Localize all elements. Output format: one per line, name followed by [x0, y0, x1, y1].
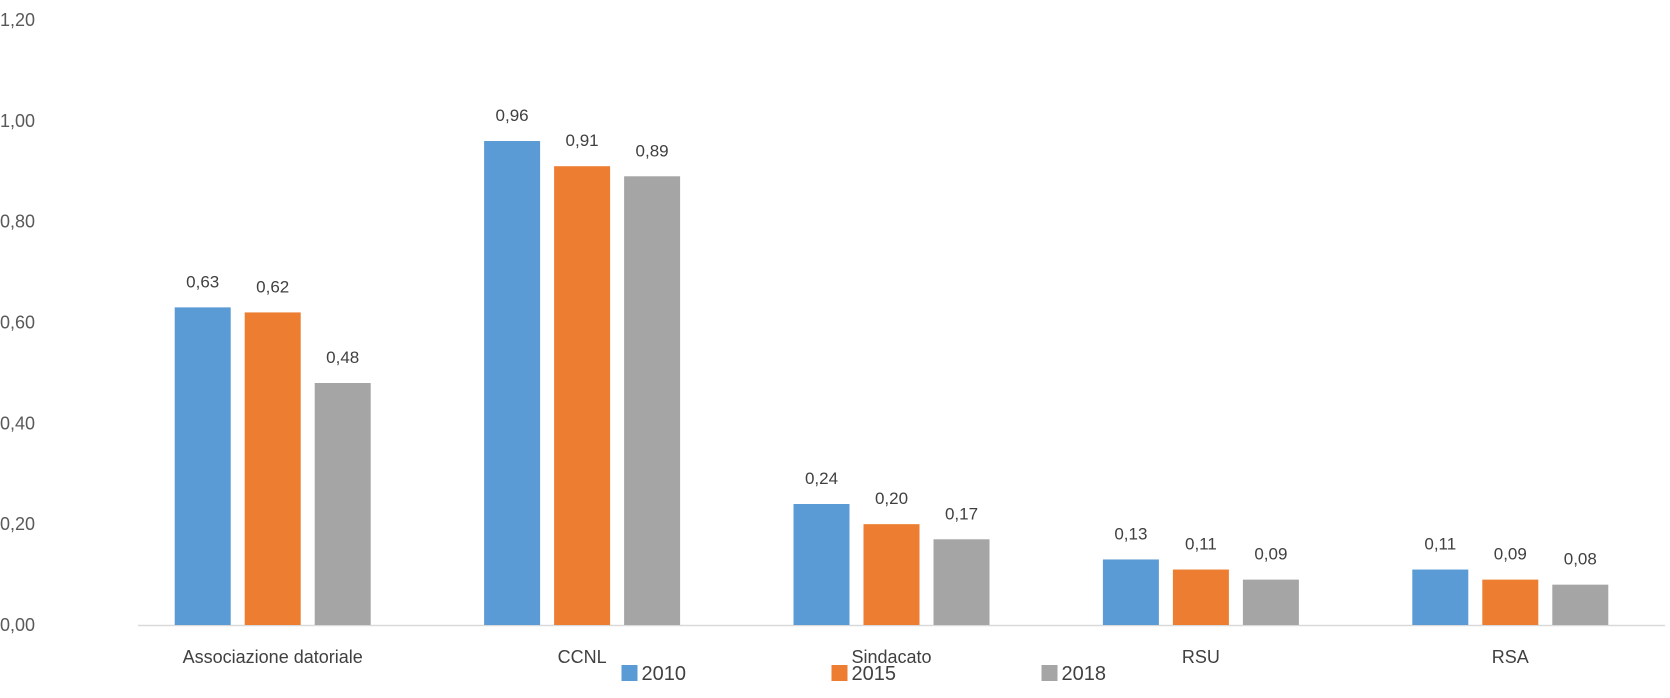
data-label: 0,09 — [1254, 545, 1287, 564]
bar-2018 — [933, 539, 990, 625]
category-label: CCNL — [558, 647, 607, 667]
y-tick-label: 1,20 — [0, 10, 35, 30]
data-label: 0,48 — [326, 348, 359, 367]
category-label: Sindacato — [851, 647, 931, 667]
data-label: 0,11 — [1185, 535, 1217, 554]
data-labels: 0,63 0,62 0,48 0,96 0,91 0,89 0,24 0,20 0,17 0,13… — [186, 106, 1597, 569]
data-label: 0,20 — [875, 489, 908, 508]
x-axis-category-labels: Associazione datoriale CCNL Sindacato RSU RS… — [183, 647, 1529, 667]
bar-2018 — [1242, 579, 1299, 625]
y-tick-label: 1,00 — [0, 111, 35, 131]
bar-2010 — [484, 141, 541, 625]
category-label: RSA — [1492, 647, 1529, 667]
bar-2010 — [1412, 569, 1469, 625]
data-label: 0,08 — [1564, 550, 1597, 569]
legend-swatch-2015 — [831, 665, 848, 681]
legend: 2010 2015 2018 — [621, 663, 1107, 685]
data-label: 0,96 — [496, 106, 529, 125]
legend-label-2018: 2018 — [1062, 663, 1107, 685]
y-tick-label: 0,00 — [0, 615, 35, 635]
y-tick-label: 0,20 — [0, 514, 35, 534]
data-label: 0,62 — [256, 277, 289, 296]
bar-2018 — [624, 176, 681, 625]
bar-2015 — [554, 166, 611, 626]
bar-2010 — [793, 504, 850, 625]
data-label: 0,89 — [636, 141, 669, 160]
legend-label-2010: 2010 — [642, 663, 687, 685]
legend-label-2015: 2015 — [852, 663, 897, 685]
data-label: 0,24 — [805, 469, 838, 488]
bar-2010 — [174, 307, 231, 625]
data-label: 0,09 — [1494, 545, 1527, 564]
y-tick-label: 0,80 — [0, 212, 35, 232]
bar-2015 — [863, 524, 920, 625]
category-label: RSU — [1182, 647, 1220, 667]
legend-swatch-2018 — [1041, 665, 1058, 681]
bar-2010 — [1102, 559, 1159, 625]
y-tick-label: 0,60 — [0, 313, 35, 333]
category-label: Associazione datoriale — [183, 647, 363, 667]
bar-2018 — [314, 383, 371, 625]
y-tick-label: 0,40 — [0, 413, 35, 433]
bar-2015 — [1482, 579, 1539, 625]
data-label: 0,17 — [945, 504, 978, 523]
data-label: 0,11 — [1424, 535, 1456, 554]
data-label: 0,91 — [566, 131, 599, 150]
y-axis-tick-labels: 0,00 0,20 0,40 0,60 0,80 1,00 1,20 — [0, 10, 35, 635]
bar-2018 — [1552, 584, 1609, 625]
bar-2015 — [244, 312, 301, 625]
data-label: 0,63 — [186, 272, 219, 291]
legend-swatch-2010 — [621, 665, 638, 681]
data-label: 0,13 — [1114, 524, 1147, 543]
bars — [174, 141, 1609, 626]
bar-2015 — [1172, 569, 1229, 625]
